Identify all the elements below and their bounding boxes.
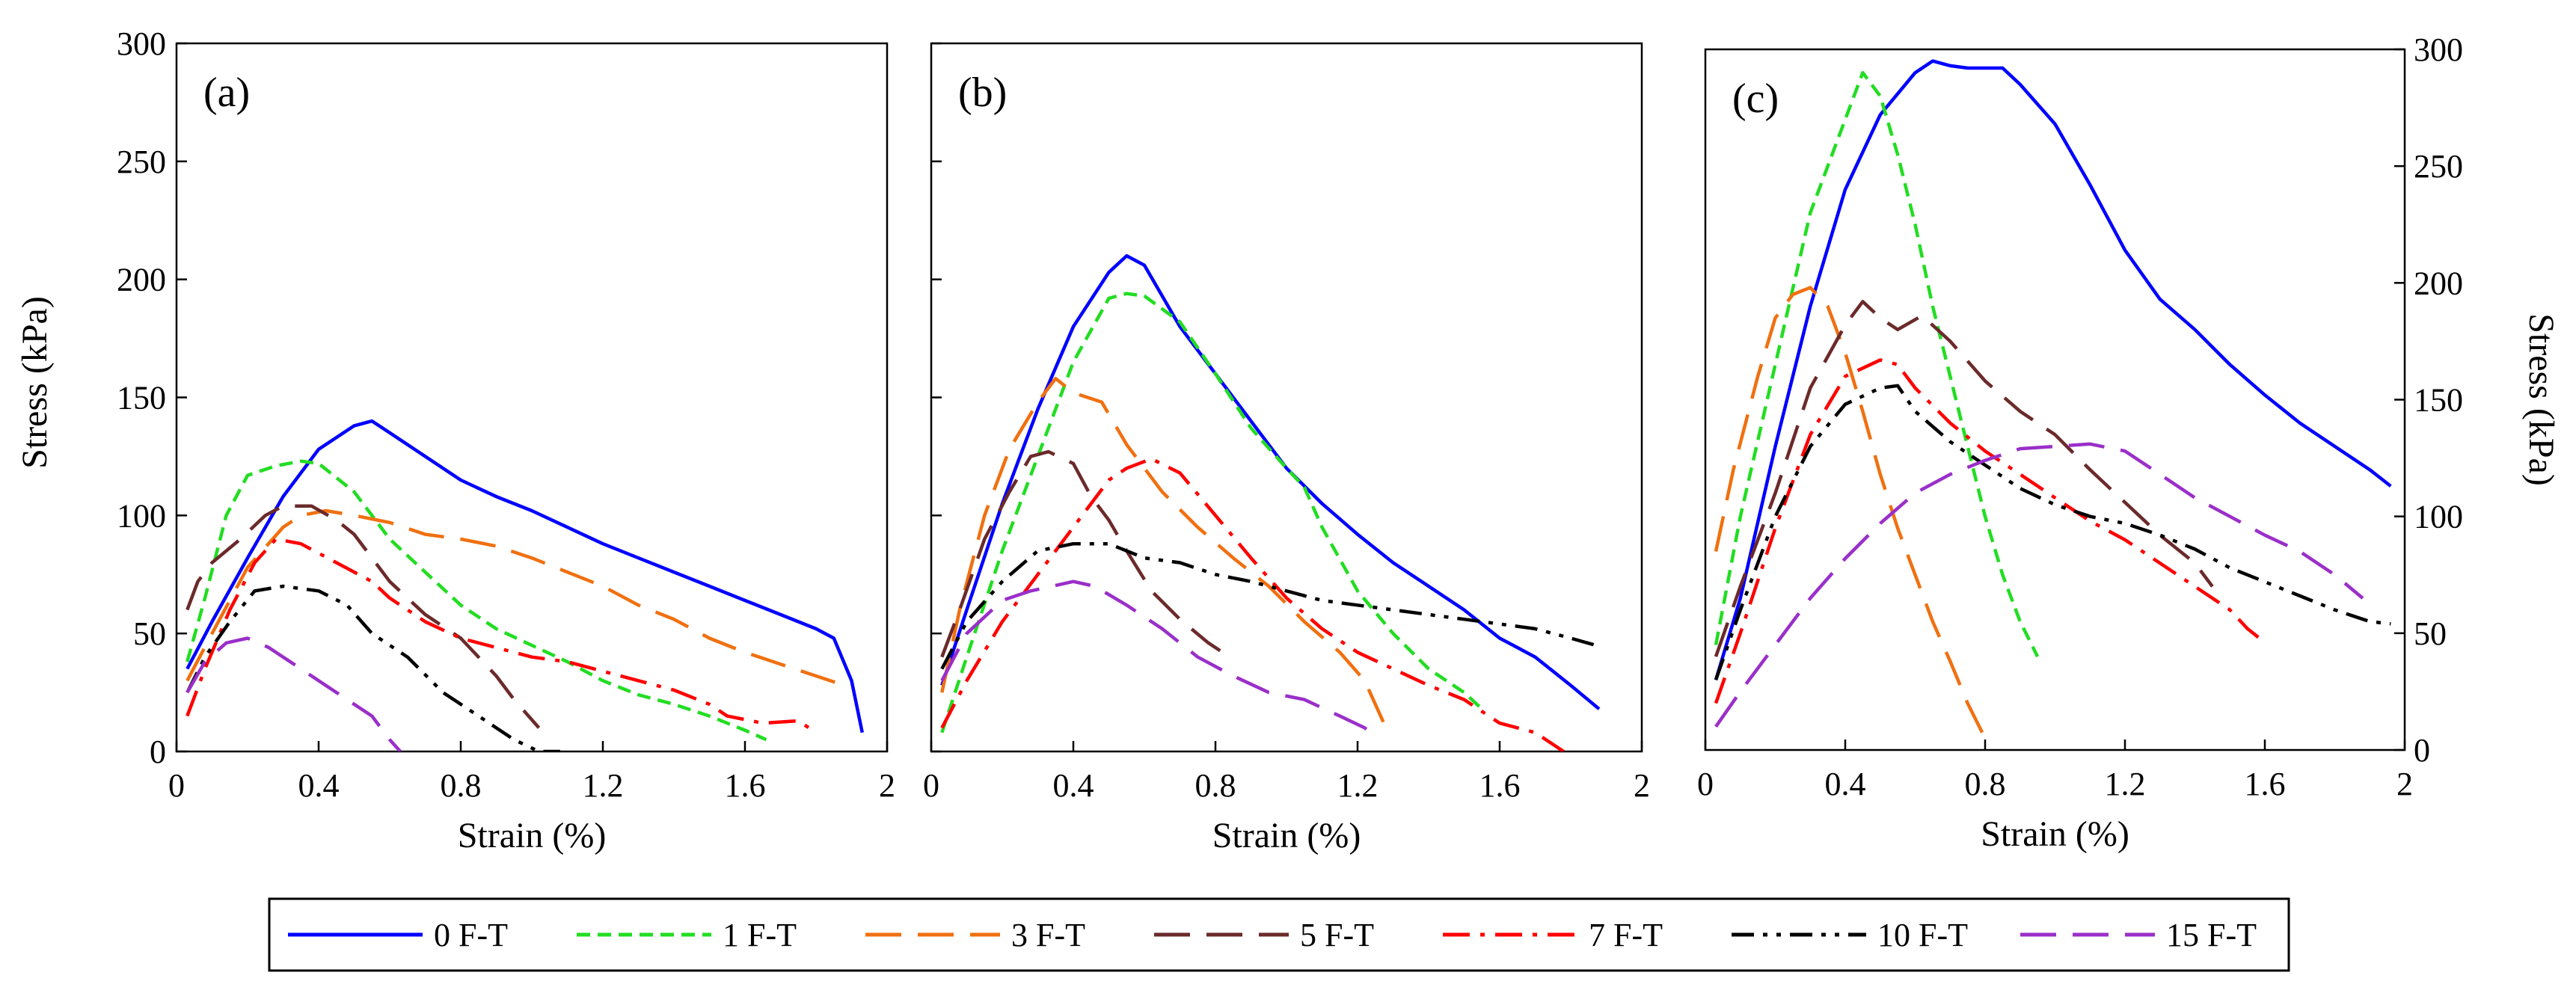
x-tick-label: 0.8 <box>1195 767 1236 804</box>
x-axis-title: Strain (%) <box>458 816 607 855</box>
x-tick-label: 0 <box>923 767 939 804</box>
series-line-7-f-t <box>1714 358 2266 704</box>
series-line-3-f-t <box>185 508 845 687</box>
series-line-10-f-t <box>940 541 1596 670</box>
series-line-10-f-t <box>1714 384 2391 681</box>
y-tick-label: 50 <box>133 615 166 652</box>
series-line-7-f-t <box>940 457 1565 751</box>
plot-frame <box>930 42 1643 753</box>
legend-label: 15 F-T <box>2166 917 2257 953</box>
series-line-1-f-t <box>185 459 767 742</box>
x-tick-label: 2 <box>879 767 895 804</box>
series-line-10-f-t <box>185 584 560 751</box>
series-line-0-f-t <box>185 419 865 734</box>
y-tick-label: 0 <box>150 734 166 770</box>
x-axis-title: Strain (%) <box>1212 816 1361 855</box>
series-line-0-f-t <box>1714 59 2392 680</box>
series-group <box>185 419 865 751</box>
panel-label: (a) <box>203 70 250 116</box>
y-tick-label: 150 <box>2414 382 2463 419</box>
series-group <box>940 253 1601 751</box>
x-tick-label: 2 <box>2396 766 2413 802</box>
x-tick-label: 0 <box>168 767 185 804</box>
series-line-3-f-t <box>940 376 1388 729</box>
series-line-5-f-t <box>1714 300 2214 657</box>
y-axis-title: Stress (kPa) <box>2521 313 2561 486</box>
y-tick-label: 150 <box>117 380 166 416</box>
panel-label: (c) <box>1732 76 1779 122</box>
y-tick-label: 200 <box>2414 265 2463 301</box>
y-tick-label: 250 <box>117 144 166 180</box>
x-tick-label: 2 <box>1634 767 1650 804</box>
y-tick-label: 200 <box>117 262 166 298</box>
y-tick-label: 100 <box>2414 499 2463 535</box>
plot-frame <box>1704 48 2406 751</box>
x-tick-label: 1.2 <box>1337 767 1379 804</box>
x-tick-label: 0 <box>1697 766 1714 802</box>
x-tick-label: 0.4 <box>298 767 340 804</box>
panel-b: 0 0.4 0.8 1.2 1.6 2 Strain (%) (b) <box>923 42 1650 855</box>
x-tick-label: 1.2 <box>583 767 624 804</box>
y-tick-label: 100 <box>117 497 166 534</box>
series-line-5-f-t <box>185 504 541 729</box>
x-tick-label: 0.8 <box>441 767 482 804</box>
x-tick-label: 0.4 <box>1825 766 1866 802</box>
x-tick-label: 1.6 <box>725 767 766 804</box>
x-tick-label: 1.6 <box>1479 767 1521 804</box>
series-line-7-f-t <box>185 537 810 730</box>
series-group <box>1714 59 2392 740</box>
panel-label: (b) <box>958 70 1007 116</box>
legend-label: 7 F-T <box>1589 917 1663 953</box>
y-tick-label: 300 <box>2414 31 2463 68</box>
series-line-15-f-t <box>1714 442 2364 728</box>
panel-a: 0 0.4 0.8 1.2 1.6 2 0 50 100 150 200 250 300 Strain (… <box>15 25 895 855</box>
legend-label: 1 F-T <box>723 917 797 953</box>
legend-label: 5 F-T <box>1300 917 1374 953</box>
series-line-1-f-t <box>940 292 1483 734</box>
series-line-1-f-t <box>1714 70 2040 658</box>
y-axis-title: Stress (kPa) <box>15 296 55 469</box>
legend-entries: 0 F-T 1 F-T 3 F-T 5 F-T 7 F-T 10 F-T 15 F-T <box>288 917 2257 953</box>
legend: 0 F-T 1 F-T 3 F-T 5 F-T 7 F-T 10 F-T 15 F-T <box>268 897 2290 972</box>
x-axis-title: Strain (%) <box>1981 814 2129 854</box>
x-tick-label: 1.6 <box>2245 766 2286 802</box>
legend-label: 10 F-T <box>1877 917 1968 953</box>
series-line-0-f-t <box>940 253 1601 710</box>
y-tick-label: 0 <box>2414 732 2430 769</box>
series-line-15-f-t <box>940 579 1380 741</box>
legend-label: 0 F-T <box>434 917 508 953</box>
series-line-5-f-t <box>940 449 1231 659</box>
y-tick-label: 250 <box>2414 148 2463 185</box>
legend-label: 3 F-T <box>1011 917 1085 953</box>
y-tick-label: 50 <box>2414 615 2447 652</box>
x-tick-label: 0.4 <box>1053 767 1094 804</box>
series-line-15-f-t <box>185 636 402 751</box>
y-tick-label: 300 <box>117 25 166 62</box>
x-tick-label: 1.2 <box>2105 766 2146 802</box>
x-tick-label: 0.8 <box>1965 766 2006 802</box>
series-line-3-f-t <box>1714 286 1987 740</box>
